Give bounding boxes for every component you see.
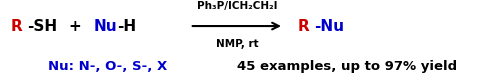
Text: R: R <box>298 19 310 34</box>
Text: R: R <box>11 19 22 34</box>
Text: Nu: Nu <box>93 19 117 34</box>
Text: NMP, rt: NMP, rt <box>216 39 258 49</box>
Text: Ph₃P/ICH₂CH₂I: Ph₃P/ICH₂CH₂I <box>196 1 277 11</box>
Text: -Nu: -Nu <box>314 19 344 34</box>
Text: Nu: N-, O-, S-, X: Nu: N-, O-, S-, X <box>48 60 168 73</box>
Text: -SH: -SH <box>28 19 58 34</box>
Text: 45 examples, up to 97% yield: 45 examples, up to 97% yield <box>237 60 457 73</box>
Text: +: + <box>68 19 80 34</box>
Text: -H: -H <box>116 19 136 34</box>
